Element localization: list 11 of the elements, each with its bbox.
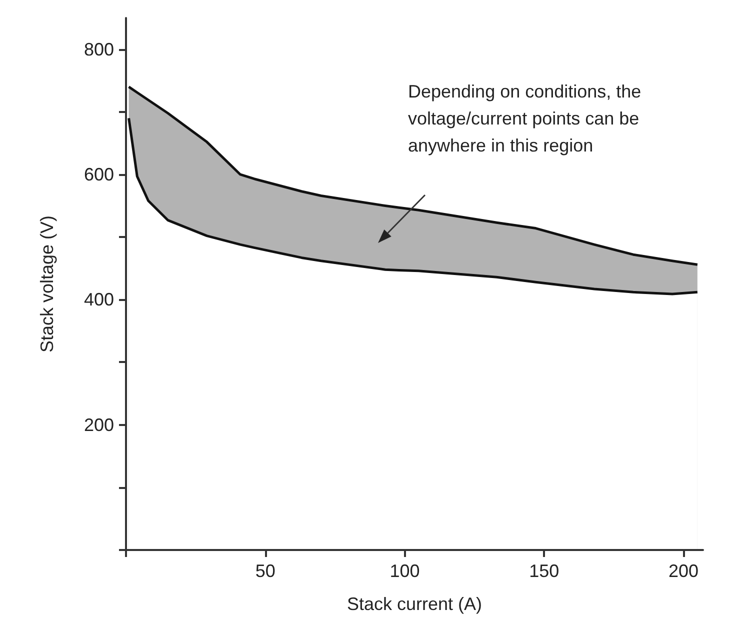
x-axis-title: Stack current (A) xyxy=(346,594,482,614)
y-axis-title: Stack voltage (V) xyxy=(37,215,57,353)
y-tick-label: 800 xyxy=(84,39,114,60)
x-tick-label: 150 xyxy=(529,561,560,581)
y-tick-label: 600 xyxy=(84,164,114,184)
x-tick-label: 100 xyxy=(390,561,420,581)
annotation: Depending on conditions, the voltage/current points can be anywhere in this region xyxy=(408,82,642,156)
y-tick-label: 400 xyxy=(84,290,114,310)
y-tick-label: 200 xyxy=(84,414,114,435)
x-tick-label: 50 xyxy=(255,561,276,581)
x-tick-label: 200 xyxy=(668,561,699,581)
